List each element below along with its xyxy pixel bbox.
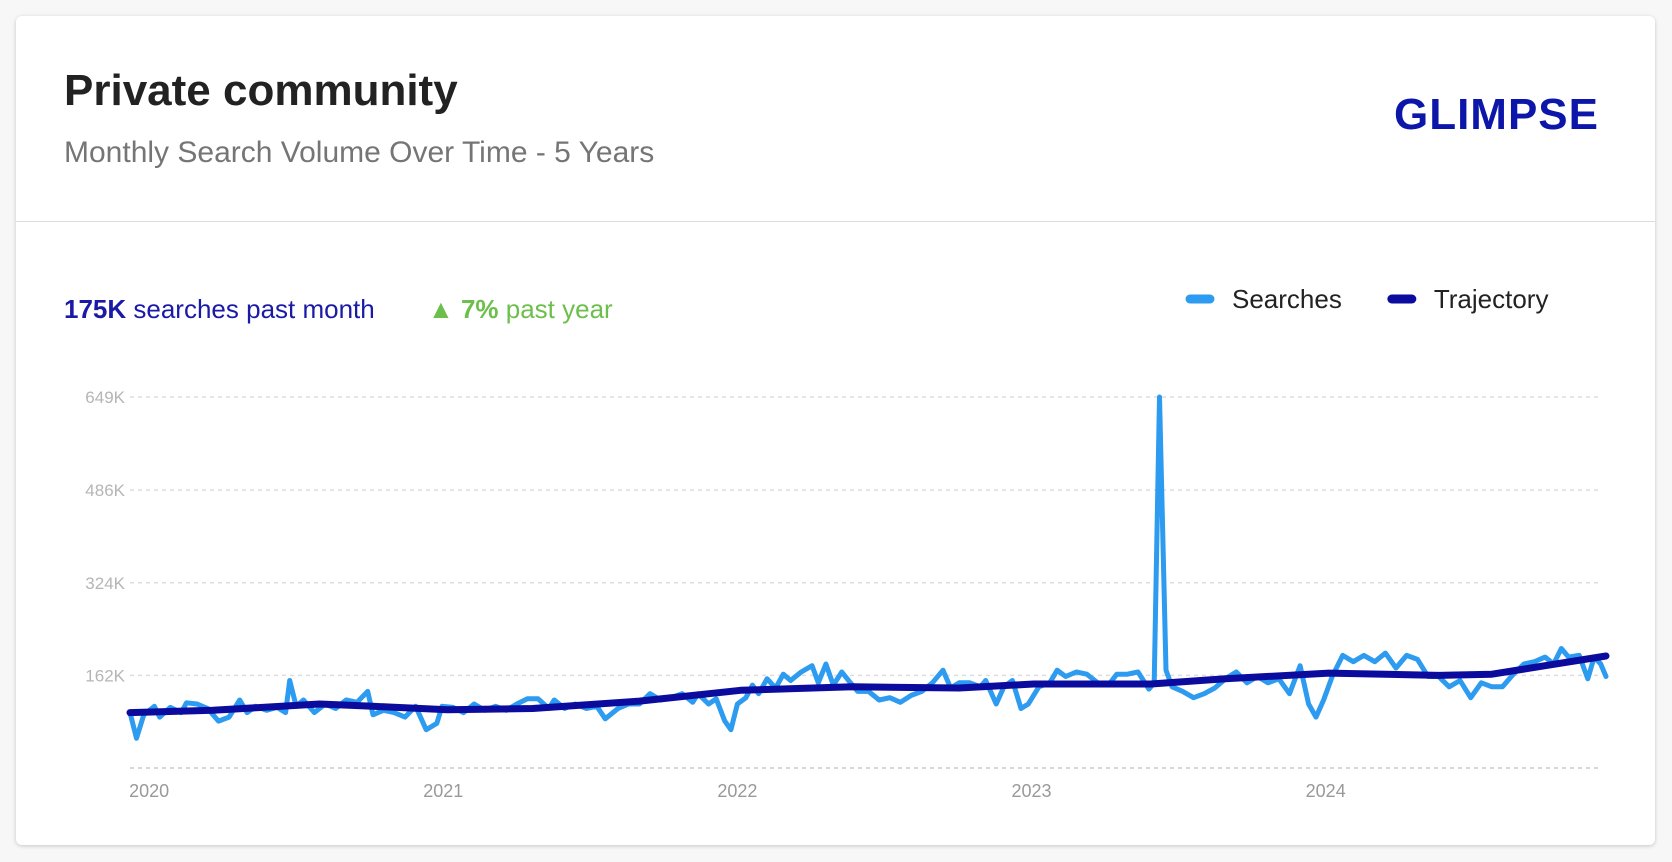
logo: GLIMPSE <box>1393 90 1599 139</box>
x-tick-label: 2021 <box>423 781 463 801</box>
y-tick-label: 649K <box>85 388 125 407</box>
growth-text: past year <box>505 294 613 324</box>
volume: 175K <box>64 294 127 324</box>
stats: 175K searches past month ▲ 7% past year <box>64 294 613 325</box>
x-tick-label: 2024 <box>1306 781 1346 801</box>
x-tick-label: 2022 <box>717 781 757 801</box>
y-tick-label: 324K <box>85 574 125 593</box>
growth: 7% <box>460 294 499 324</box>
volume-text: searches past month <box>133 294 375 324</box>
x-tick-label: 2020 <box>129 781 169 801</box>
y-tick-label: 162K <box>85 666 125 685</box>
title: Private community <box>64 66 458 115</box>
series-line <box>126 652 1610 717</box>
growth-icon: ▲ <box>427 294 454 324</box>
legend-label: Trajectory <box>1434 284 1549 314</box>
x-tick-label: 2023 <box>1012 781 1052 801</box>
y-tick-label: 486K <box>85 481 125 500</box>
legend-label: Searches <box>1232 284 1342 314</box>
divider <box>16 221 1655 222</box>
subtitle: Monthly Search Volume Over Time - 5 Year… <box>64 136 655 169</box>
